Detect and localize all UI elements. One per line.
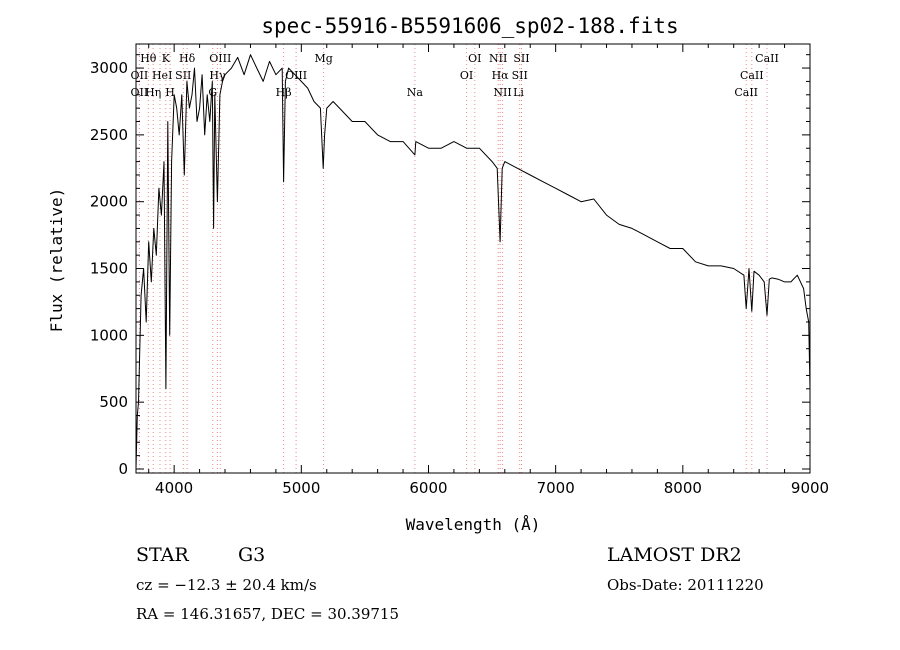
- coordinates: RA = 146.31657, DEC = 30.39715: [136, 605, 399, 623]
- object-subclass: G3: [238, 544, 265, 566]
- chart-title: spec-55916-B5591606_sp02-188.fits: [261, 14, 678, 38]
- y-tick-label-3000: 3000: [90, 59, 128, 77]
- line-label-8: CaII: [755, 52, 779, 65]
- line-label-17: SII: [512, 69, 528, 82]
- plot-series: [135, 54, 811, 470]
- y-tick-label-2500: 2500: [90, 126, 128, 144]
- x-tick-label-9000: 9000: [791, 479, 829, 497]
- y-tick-label-2000: 2000: [90, 193, 128, 211]
- survey-name: LAMOST DR2: [607, 544, 742, 566]
- object-class: STAR: [136, 544, 189, 566]
- line-label-7: SII: [513, 52, 529, 65]
- x-tick-label-8000: 8000: [664, 479, 702, 497]
- line-label-24: Na: [407, 86, 424, 99]
- line-label-22: G: [208, 86, 217, 99]
- line-label-20: Hη: [145, 86, 161, 99]
- marker-lines: [138, 44, 768, 473]
- x-tick-label-4000: 4000: [155, 479, 193, 497]
- plot-frame: [135, 43, 811, 474]
- line-label-16: Hα: [492, 69, 510, 82]
- line-label-1: K: [162, 52, 171, 65]
- y-tick-label-500: 500: [99, 393, 128, 411]
- line-label-13: Hγ: [209, 69, 226, 82]
- x-tick-label-7000: 7000: [537, 479, 575, 497]
- redshift-info: cz = −12.3 ± 20.4 km/s: [136, 576, 317, 594]
- line-label-9: OII: [131, 69, 149, 82]
- line-label-14: OIII: [285, 69, 307, 82]
- line-label-19: OII: [131, 86, 149, 99]
- spectrum-line: [135, 54, 811, 470]
- line-label-27: CaII: [734, 86, 758, 99]
- line-label-18: CaII: [740, 69, 764, 82]
- x-axis-label: Wavelength (Å): [406, 515, 541, 534]
- line-label-0: Hθ: [140, 52, 157, 65]
- line-label-23: Hβ: [276, 86, 292, 99]
- y-axis-label: Flux (relative): [47, 188, 66, 333]
- y-tick-label-1500: 1500: [90, 260, 128, 278]
- line-label-6: NII: [489, 52, 507, 65]
- y-tick-label-1000: 1000: [90, 326, 128, 344]
- line-label-4: Mg: [314, 52, 332, 65]
- line-label-11: I: [168, 69, 172, 82]
- line-label-26: Li: [513, 86, 524, 99]
- line-label-25: NII: [493, 86, 511, 99]
- y-tick-label-0: 0: [118, 460, 128, 478]
- x-tick-label-6000: 6000: [409, 479, 447, 497]
- line-label-21: H: [165, 86, 175, 99]
- axis-ticks: 4000 5000 6000 7000 8000 9000 0 500 1000 1500 2000…: [90, 44, 829, 497]
- line-label-10: He: [152, 69, 168, 82]
- line-label-15: OI: [460, 69, 473, 82]
- obs-date: Obs-Date: 20111220: [607, 576, 764, 594]
- line-label-2: Hδ: [179, 52, 196, 65]
- x-tick-label-5000: 5000: [282, 479, 320, 497]
- line-label-12: SII: [175, 69, 191, 82]
- line-label-3: OIII: [209, 52, 231, 65]
- line-label-5: OI: [468, 52, 481, 65]
